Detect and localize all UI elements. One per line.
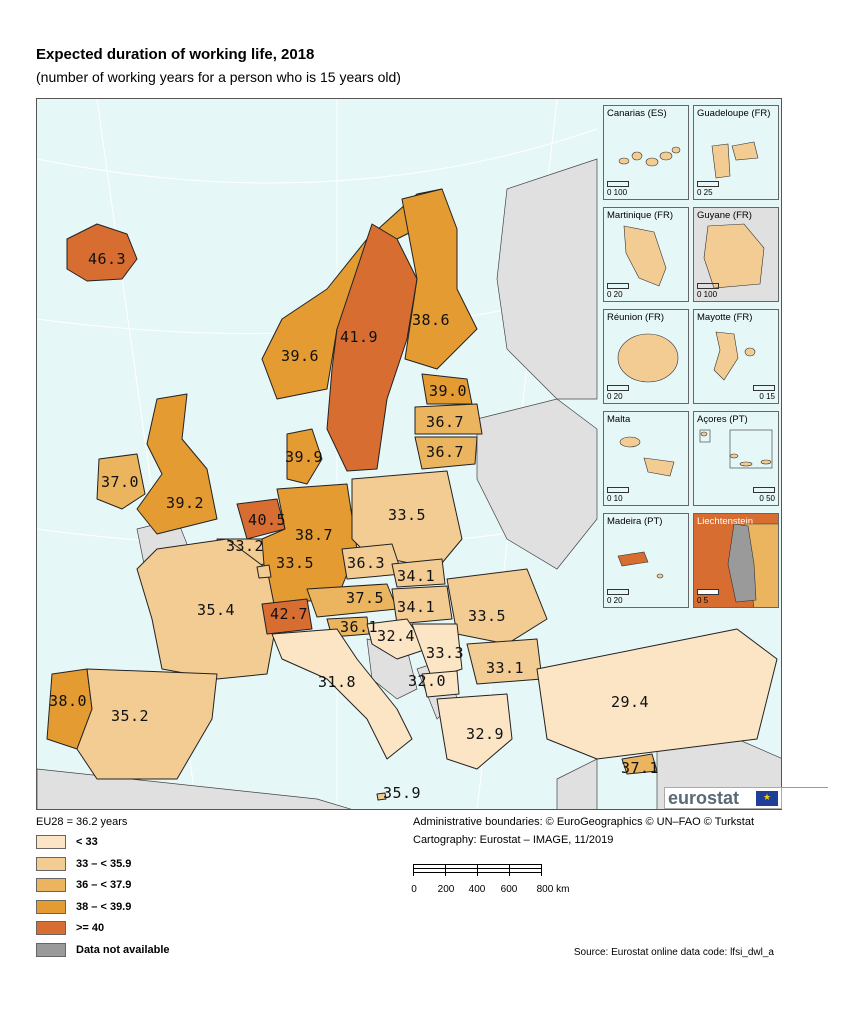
inset-mayotte: Mayotte (FR) 0 15: [693, 309, 779, 404]
label-uk: 39.2: [165, 494, 205, 512]
region-luxembourg: [256, 564, 272, 579]
inset-reunion: Réunion (FR) 0 20: [603, 309, 689, 404]
legend-swatch: [36, 942, 66, 957]
region-turkey: [536, 628, 778, 760]
region-lithuania: [414, 436, 478, 470]
legend-swatch: [36, 921, 66, 935]
label-croatia: 32.4: [376, 627, 416, 645]
inset-acores: Açores (PT) 0 50: [693, 411, 779, 506]
inset-guadeloupe: Guadeloupe (FR) 0 25: [693, 105, 779, 200]
credits: Administrative boundaries: © EuroGeograp…: [413, 816, 755, 846]
label-austria: 37.5: [345, 589, 385, 607]
region-cyprus: [621, 753, 658, 775]
europe-map: Canarias (ES) 0 100 Guadeloupe (FR) 0 25…: [36, 98, 782, 810]
divider: [782, 787, 828, 788]
label-turkey: 29.4: [610, 693, 650, 711]
label-bulgaria: 33.1: [485, 659, 525, 677]
eu-flag-icon: ★: [756, 791, 778, 806]
label-italy: 31.8: [317, 673, 357, 691]
label-germany: 38.7: [294, 526, 334, 544]
region-malta: [376, 792, 387, 801]
region-latvia: [414, 403, 483, 435]
inset-martinique: Martinique (FR) 0 20: [603, 207, 689, 302]
region-italy: [271, 628, 413, 760]
source-note: Source: Eurostat online data code: lfsi_…: [573, 947, 774, 958]
label-switzerland: 42.7: [269, 605, 309, 623]
label-luxembourg: 33.5: [275, 554, 315, 572]
region-hungary: [391, 585, 453, 625]
label-romania: 33.5: [467, 607, 507, 625]
region-spain: [76, 668, 218, 780]
region-serbia: [411, 623, 463, 680]
label-slovakia: 34.1: [396, 567, 436, 585]
region-croatia: [366, 618, 428, 660]
map-title: Expected duration of working life, 2018: [36, 46, 315, 63]
legend-swatch: [36, 835, 66, 849]
label-norway: 39.6: [280, 347, 320, 365]
region-greece: [436, 693, 513, 770]
label-iceland: 46.3: [87, 250, 127, 268]
europe-map-svg: [37, 99, 781, 809]
label-sweden: 41.9: [339, 328, 379, 346]
region-north-macedonia: [421, 670, 460, 698]
region-ireland: [96, 453, 146, 510]
region-uk: [136, 393, 218, 535]
eu-average: EU28 = 36.2 years: [36, 816, 128, 828]
legend-swatch: [36, 878, 66, 892]
label-north-macedonia: 32.0: [407, 672, 447, 690]
label-latvia: 36.7: [425, 413, 465, 431]
eurostat-logo: eurostat ★: [664, 787, 782, 809]
inset-canarias: Canarias (ES) 0 100: [603, 105, 689, 200]
inset-malta: Malta 0 10: [603, 411, 689, 506]
legend-swatch: [36, 856, 66, 871]
inset-liechtenstein: Liechtenstein 0 5: [693, 513, 779, 608]
non-eu-land: [37, 158, 781, 809]
region-slovakia: [391, 558, 446, 588]
countries: [46, 188, 778, 801]
map-subtitle: (number of working years for a person wh…: [36, 69, 401, 85]
region-sweden: [326, 223, 418, 472]
label-cyprus: 37.1: [620, 759, 660, 777]
label-greece: 32.9: [465, 725, 505, 743]
legend-swatch: [36, 899, 66, 914]
inset-guyane: Guyane (FR) 0 100: [693, 207, 779, 302]
label-ireland: 37.0: [100, 473, 140, 491]
label-malta: 35.9: [382, 784, 422, 802]
label-czechia: 36.3: [346, 554, 386, 572]
label-spain: 35.2: [110, 707, 150, 725]
label-serbia: 33.3: [425, 644, 465, 662]
label-finland: 38.6: [411, 311, 451, 329]
region-switzerland: [261, 598, 313, 635]
label-estonia: 39.0: [428, 382, 468, 400]
label-france: 35.4: [196, 601, 236, 619]
region-iceland: [66, 223, 138, 282]
inset-madeira: Madeira (PT) 0 20: [603, 513, 689, 608]
region-denmark: [286, 428, 323, 485]
label-poland: 33.5: [387, 506, 427, 524]
label-portugal: 38.0: [48, 692, 88, 710]
label-hungary: 34.1: [396, 598, 436, 616]
label-netherlands: 40.5: [247, 511, 287, 529]
label-lithuania: 36.7: [425, 443, 465, 461]
label-belgium: 33.2: [225, 537, 265, 555]
region-france: [136, 538, 278, 680]
label-slovenia: 36.1: [339, 618, 379, 636]
region-finland: [401, 188, 478, 370]
label-denmark: 39.9: [284, 448, 324, 466]
